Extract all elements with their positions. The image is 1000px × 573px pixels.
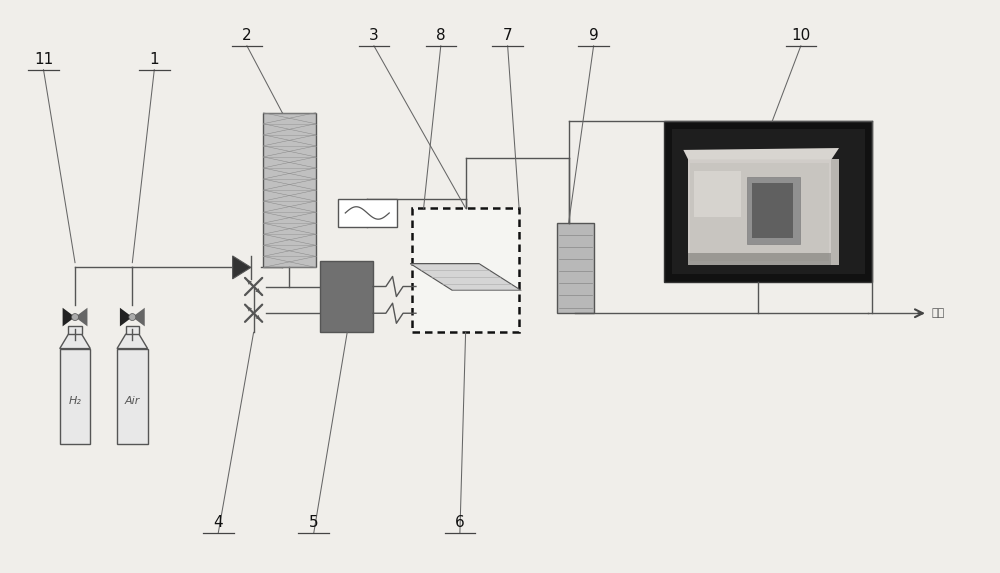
Polygon shape — [672, 129, 865, 274]
FancyBboxPatch shape — [117, 348, 148, 444]
Polygon shape — [410, 264, 521, 291]
Text: 出口: 出口 — [932, 308, 945, 318]
FancyBboxPatch shape — [320, 261, 373, 332]
Circle shape — [72, 313, 79, 320]
Text: 2: 2 — [242, 28, 252, 43]
Text: 7: 7 — [503, 28, 512, 43]
Polygon shape — [233, 256, 251, 279]
FancyBboxPatch shape — [338, 199, 397, 227]
Text: 5: 5 — [309, 515, 319, 530]
Circle shape — [129, 313, 136, 320]
FancyBboxPatch shape — [68, 325, 82, 334]
Polygon shape — [60, 334, 90, 348]
Polygon shape — [688, 159, 831, 265]
Polygon shape — [132, 308, 145, 327]
Polygon shape — [664, 121, 872, 282]
Text: 3: 3 — [369, 28, 379, 43]
Text: 1: 1 — [149, 52, 159, 67]
Polygon shape — [694, 171, 741, 217]
Polygon shape — [117, 334, 148, 348]
Polygon shape — [120, 308, 132, 327]
Text: Air: Air — [125, 396, 140, 406]
FancyBboxPatch shape — [126, 325, 139, 334]
FancyBboxPatch shape — [412, 208, 519, 332]
Polygon shape — [690, 163, 829, 261]
FancyBboxPatch shape — [60, 348, 90, 444]
Polygon shape — [752, 183, 793, 238]
Text: 8: 8 — [436, 28, 446, 43]
Text: 10: 10 — [791, 28, 810, 43]
Polygon shape — [747, 176, 800, 244]
Text: 9: 9 — [589, 28, 598, 43]
Polygon shape — [831, 159, 839, 265]
Text: H₂: H₂ — [69, 396, 81, 406]
Polygon shape — [688, 253, 831, 265]
FancyBboxPatch shape — [263, 113, 316, 268]
Text: 4: 4 — [213, 515, 223, 530]
Polygon shape — [63, 308, 75, 327]
Polygon shape — [683, 148, 839, 159]
FancyBboxPatch shape — [557, 222, 594, 313]
Polygon shape — [75, 308, 87, 327]
Text: 6: 6 — [455, 515, 465, 530]
Text: 11: 11 — [34, 52, 53, 67]
